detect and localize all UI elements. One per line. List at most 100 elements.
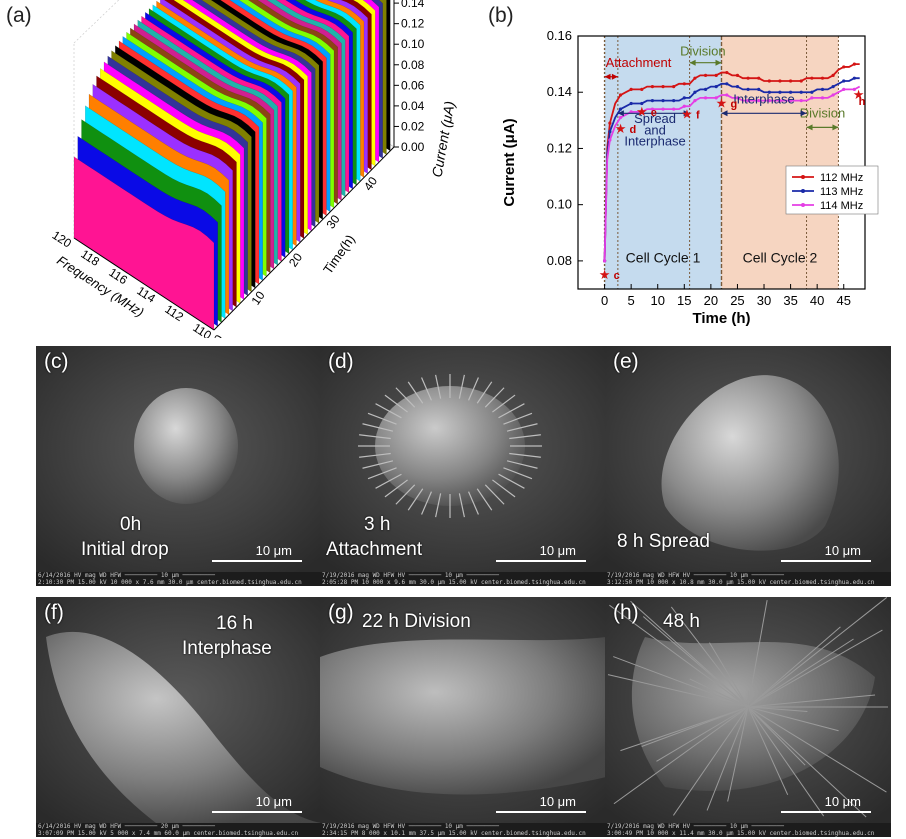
- scale-bar-label: 10 μm: [539, 543, 576, 558]
- data-point: [831, 73, 835, 77]
- data-point: [810, 90, 814, 94]
- x-tick-label-9: 45: [837, 293, 851, 308]
- x-axis-label: Time (h): [692, 310, 750, 327]
- z-tick-label-5: 0.10: [401, 37, 425, 51]
- annotation-7: Division: [800, 106, 846, 121]
- cell-fiber: [747, 706, 867, 818]
- star-marker-d: ★: [615, 121, 627, 136]
- star-marker-g: ★: [716, 95, 728, 110]
- marker-label-g: g: [731, 98, 738, 110]
- data-point: [852, 87, 856, 92]
- arrow-division-2-head-right: [832, 124, 839, 131]
- cell-filopodium: [384, 394, 408, 413]
- cell-fiber: [747, 597, 888, 708]
- cell-filopodium: [395, 484, 416, 505]
- time-axis: [213, 146, 395, 331]
- arrow-spread-interphase-head-right: [683, 110, 690, 117]
- x-tick-label-8: 40: [810, 293, 824, 308]
- legend-label-2: 113 MHz: [820, 186, 863, 198]
- data-point: [672, 107, 676, 111]
- region-1: [604, 36, 722, 289]
- cell-fiber: [709, 642, 749, 708]
- y-tick-label-1: 0.10: [547, 197, 572, 212]
- sem-micrograph-c: [36, 346, 322, 572]
- x-tick-label-2: 10: [650, 293, 664, 308]
- legend-marker-1: [801, 175, 805, 179]
- legend-marker-3: [801, 203, 805, 207]
- annotation-2: Division: [680, 44, 726, 59]
- sem-image-d: (d) 3 h Attachment 10 μm 7/19/2016 mag WD HF…: [320, 346, 606, 586]
- sem-image-c: (c) 0h Initial drop 10 μm 6/14/2016 HV mag W…: [36, 346, 322, 586]
- sem-metadata-bar: 7/19/2016 mag WD HFW HV ───────── 10 μm …: [320, 572, 606, 586]
- z-tick-label-2: 0.04: [401, 99, 425, 113]
- cell-fiber: [706, 706, 749, 811]
- annotation-3: Spread: [634, 111, 676, 126]
- sem-metadata-line-2: 2:10:30 PM 15.00 kV 10 000 x 7.6 mm 30.0…: [38, 579, 302, 586]
- annotation-4: and: [644, 122, 666, 137]
- cell-fiber: [672, 706, 749, 816]
- panel-label-e: (e): [613, 350, 639, 373]
- sem-image-g: (g) 22 h Division 10 μm 7/19/2016 mag WD HF…: [320, 597, 606, 837]
- sem-image-e: (e) 8 h Spread 10 μm 7/19/2016 mag WD HFW H…: [605, 346, 891, 586]
- cell-body: [134, 388, 238, 504]
- cell-filopodium: [476, 488, 493, 511]
- sem-caption-e-1: 8 h Spread: [617, 531, 710, 552]
- data-point: [608, 138, 612, 142]
- cell-filopodium: [503, 467, 533, 480]
- y-tick-label-0: 0.08: [547, 253, 572, 268]
- star-marker-f: ★: [681, 107, 693, 122]
- panel-label-a: (a): [6, 4, 32, 27]
- sem-metadata-line-1: 7/19/2016 mag WD HFW HV ───────── 10 μm …: [322, 823, 500, 830]
- z-tick-label-4: 0.08: [401, 58, 425, 72]
- sem-metadata-bar: 6/14/2016 HV mag WD HFW ───────── 20 μm …: [36, 823, 322, 837]
- cell-fiber: [630, 600, 749, 708]
- x-tick-label-5: 25: [730, 293, 744, 308]
- cell-fiber: [613, 656, 749, 708]
- star-marker-e: ★: [636, 104, 648, 119]
- data-point: [810, 96, 814, 100]
- cell-filopodium: [467, 377, 479, 401]
- data-point: [602, 259, 607, 263]
- sem-metadata-bar: 7/19/2016 mag WD HFW HV ───────── 10 μm …: [605, 572, 891, 586]
- data-point: [608, 121, 612, 125]
- cell-filopodium: [407, 488, 424, 511]
- cell-filopodium: [503, 412, 533, 425]
- sem-caption-f-2: Interphase: [182, 638, 272, 659]
- data-point: [725, 93, 729, 97]
- cell-fiber: [620, 706, 749, 752]
- data-point: [746, 87, 750, 92]
- panel-label-h: (h): [613, 601, 639, 624]
- scale-bar-label: 10 μm: [539, 794, 576, 809]
- sem-micrograph-g: [320, 597, 606, 823]
- cell-fiber: [747, 706, 789, 796]
- cell-filopodium: [484, 387, 505, 408]
- scale-bar: [781, 811, 871, 813]
- data-point: [810, 76, 814, 80]
- cell-filopodium: [375, 473, 402, 489]
- arrow-division-1-head-right: [715, 59, 722, 66]
- x-tick-label-6: 30: [757, 293, 771, 308]
- sem-metadata-line-1: 7/19/2016 mag WD HFW HV ───────── 10 μm …: [322, 572, 500, 579]
- sem-metadata-line-2: 2:05:28 PM 10 000 x 9.6 mm 30.0 μm 15.00…: [322, 579, 586, 586]
- cell-fiber: [613, 706, 749, 805]
- cell-fiber: [747, 706, 825, 817]
- panel-label-d: (d): [328, 350, 354, 373]
- y-tick-label-2: 0.12: [547, 140, 572, 155]
- data-point: [788, 99, 793, 103]
- arrow-attachment-head-right: [611, 73, 618, 80]
- cell-fiber: [747, 626, 841, 708]
- data-point: [778, 99, 782, 103]
- data-point: [661, 99, 665, 103]
- data-point: [778, 90, 782, 94]
- annotation-5: Interphase: [624, 134, 685, 149]
- frequency-axis: [73, 237, 215, 331]
- cell-filopodium: [492, 479, 516, 498]
- panel-label-c: (c): [44, 350, 69, 373]
- cell-fiber: [747, 638, 854, 708]
- sem-metadata-bar: 6/14/2016 HV mag WD HFW ───────── 10 μm …: [36, 572, 322, 586]
- data-point: [693, 90, 697, 94]
- cell-filopodium: [362, 423, 394, 432]
- cell-filopodium: [395, 387, 416, 408]
- data-point: [693, 76, 697, 80]
- cell-filopodium: [367, 467, 397, 480]
